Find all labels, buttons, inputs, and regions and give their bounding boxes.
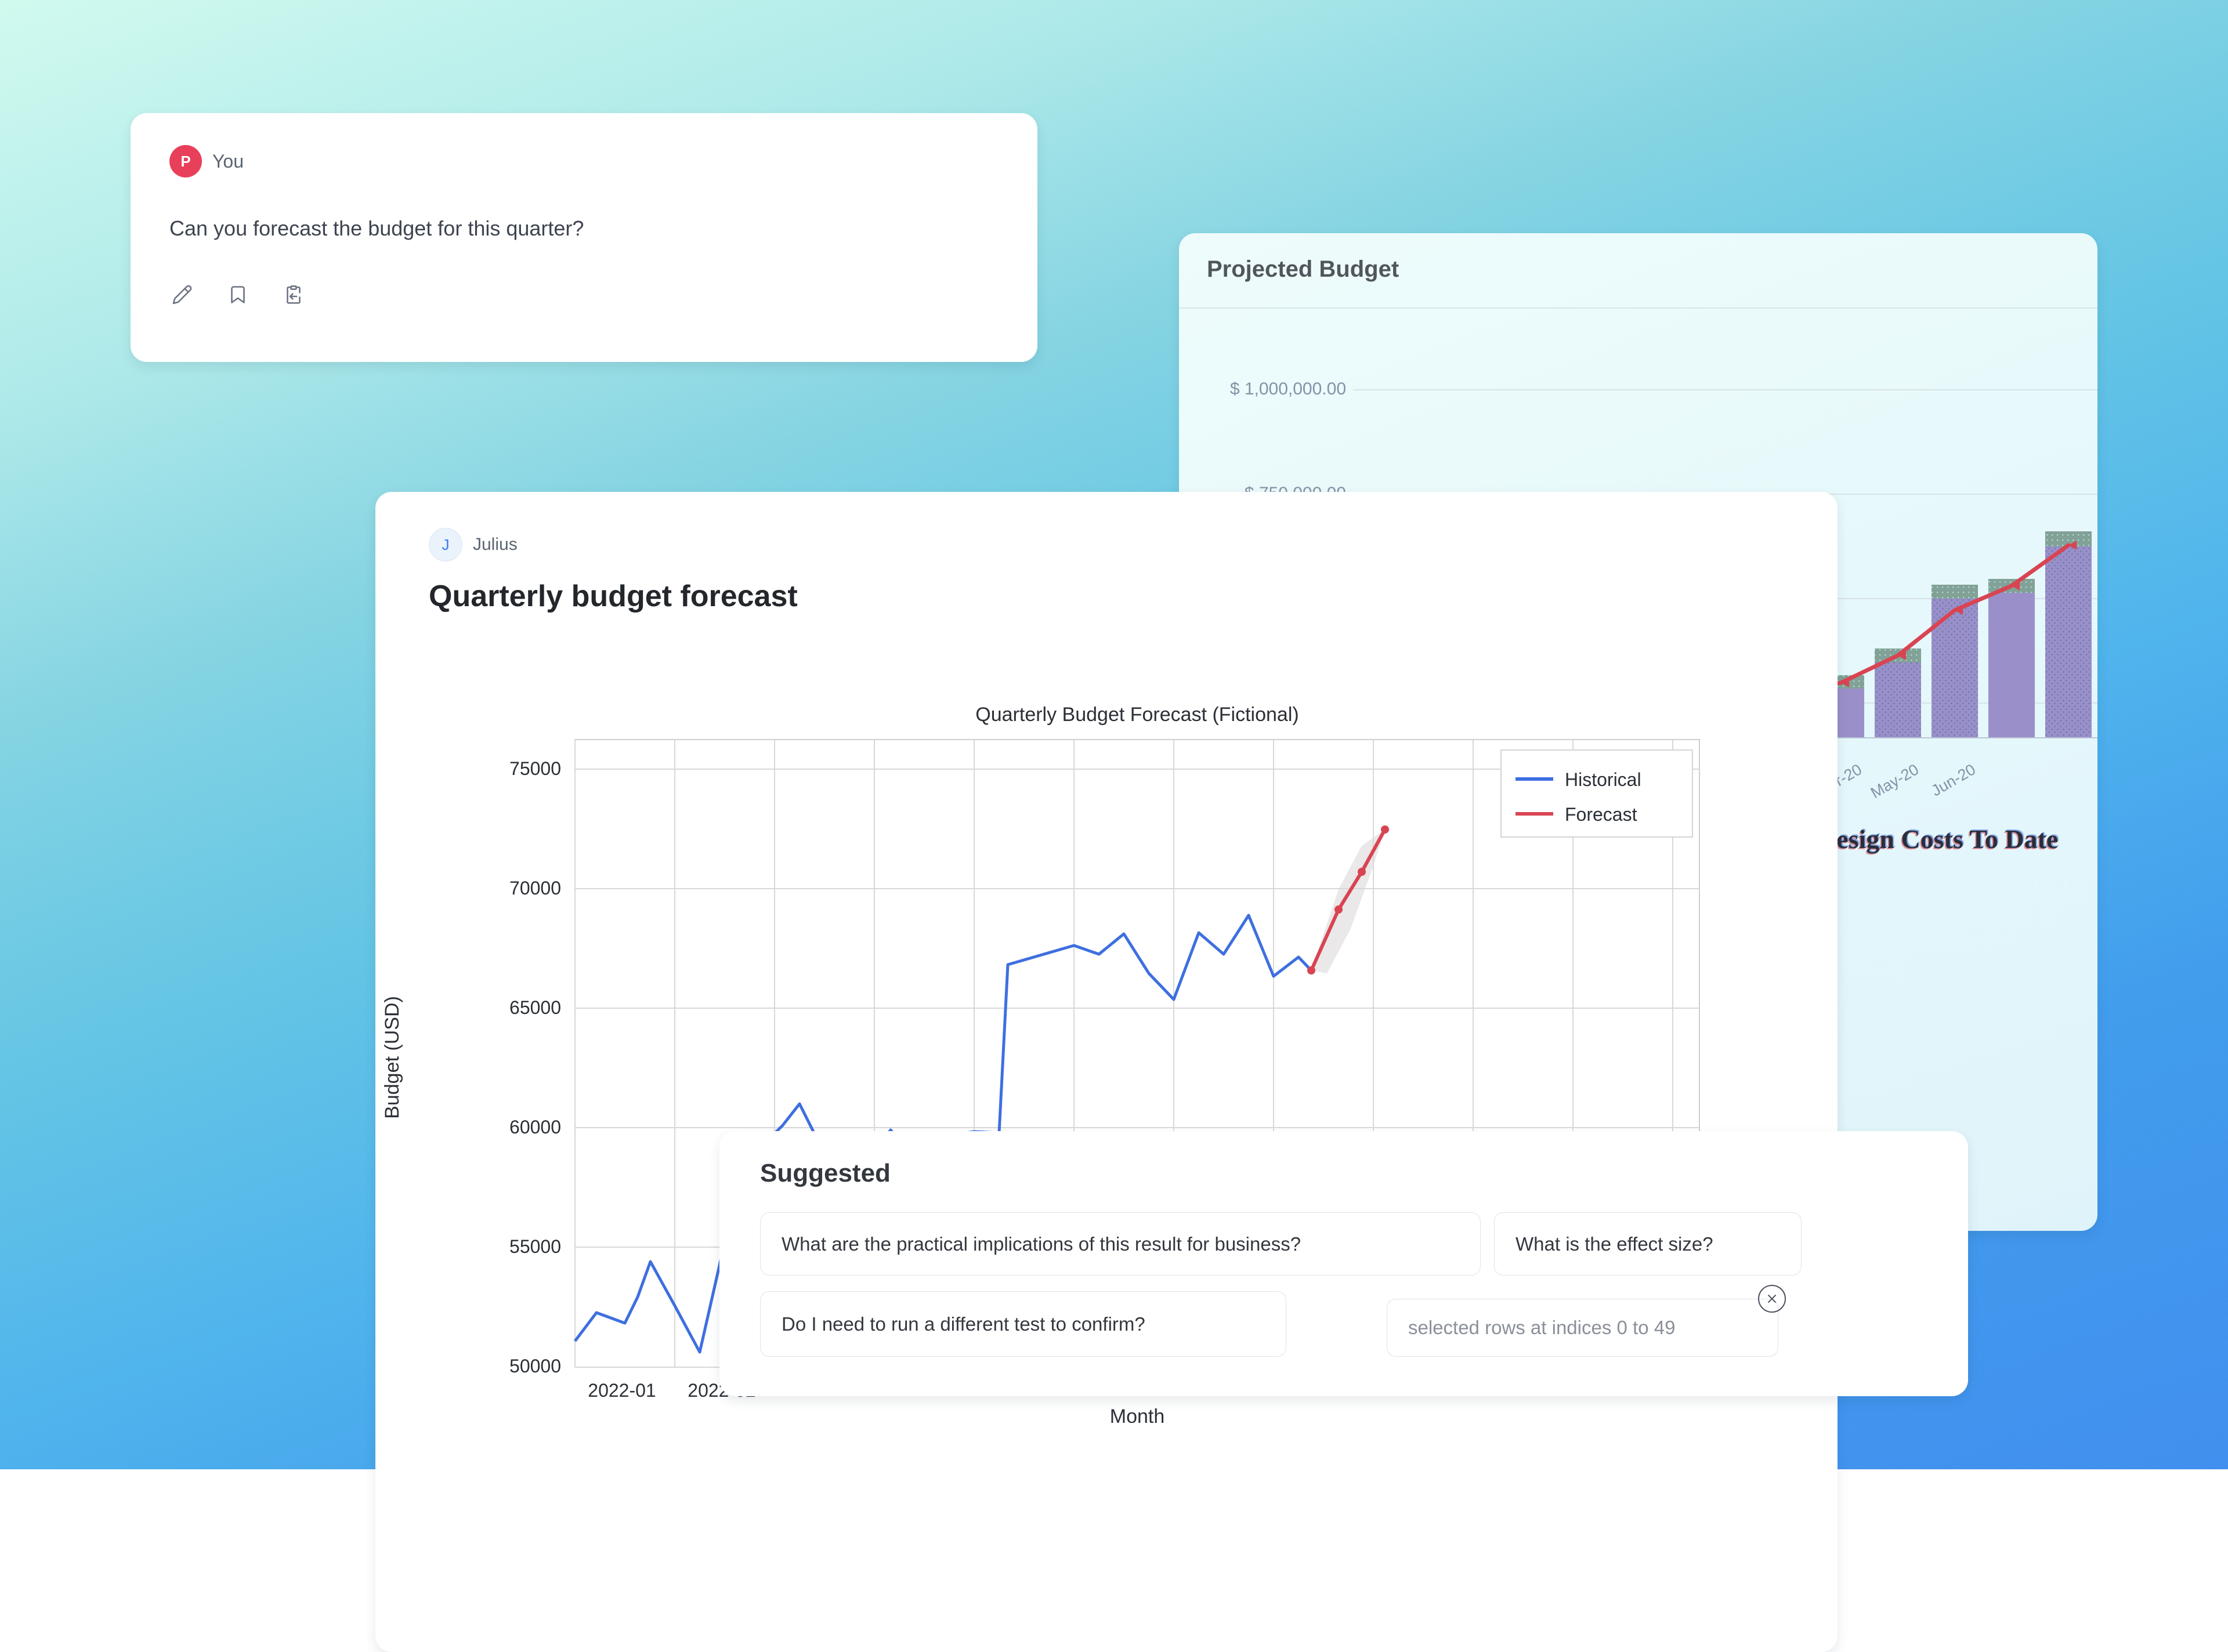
- svg-text:Design Costs To Date: Design Costs To Date: [1817, 824, 2058, 854]
- svg-text:Month: Month: [1110, 1405, 1165, 1423]
- svg-text:50000: 50000: [509, 1356, 561, 1376]
- svg-text:70000: 70000: [509, 878, 561, 899]
- svg-text:Budget (USD): Budget (USD): [381, 996, 403, 1119]
- svg-text:55000: 55000: [509, 1236, 561, 1257]
- svg-text:May-20: May-20: [1868, 760, 1922, 802]
- svg-text:Quarterly Budget Forecast (Fic: Quarterly Budget Forecast (Fictional): [975, 704, 1299, 726]
- svg-text:60000: 60000: [509, 1117, 561, 1137]
- svg-text:$ 1,000,000.00: $ 1,000,000.00: [1230, 379, 1346, 398]
- svg-text:65000: 65000: [509, 997, 561, 1018]
- svg-text:75000: 75000: [509, 758, 561, 779]
- svg-text:2022-01: 2022-01: [588, 1380, 656, 1401]
- svg-text:Historical: Historical: [1565, 769, 1641, 790]
- svg-text:Jun-20: Jun-20: [1928, 760, 1979, 799]
- svg-text:Forecast: Forecast: [1565, 804, 1637, 825]
